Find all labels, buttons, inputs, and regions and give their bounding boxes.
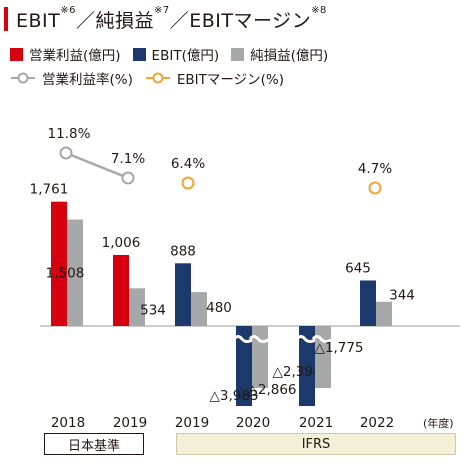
data-label: 1,761 bbox=[30, 182, 69, 198]
axis-break-mark bbox=[248, 335, 271, 343]
era-jgaap: 日本基準 bbox=[44, 433, 144, 455]
bar-純損益(億円) bbox=[191, 292, 207, 326]
title-main: EBIT bbox=[16, 9, 61, 32]
x-tick-label: 2018 bbox=[51, 415, 85, 431]
margin-line bbox=[65, 151, 129, 180]
legend-item-net-income: 純損益(億円) bbox=[231, 44, 328, 64]
chart-title: EBIT※6／純損益※7／EBITマージン※8 bbox=[4, 4, 327, 32]
bar-純損益(億円) bbox=[376, 301, 392, 326]
x-tick-label: 2022 bbox=[360, 415, 394, 431]
margin-point bbox=[121, 171, 135, 185]
data-label: △2,394 bbox=[272, 364, 321, 380]
title-note-1: ※6 bbox=[60, 4, 76, 16]
bar-純損益(億円) bbox=[129, 288, 145, 326]
x-tick-label: 2020 bbox=[236, 415, 270, 431]
x-axis-unit: (年度) bbox=[423, 416, 454, 430]
data-label: 344 bbox=[389, 288, 415, 304]
data-label: △1,775 bbox=[314, 340, 363, 356]
x-tick-label: 2019 bbox=[175, 415, 209, 431]
legend-label: 営業利益率(%) bbox=[42, 72, 133, 88]
data-label: △2,866 bbox=[247, 382, 296, 398]
bar-営業利益(億円) bbox=[113, 254, 129, 326]
legend-item-operating-margin: 営業利益率(%) bbox=[10, 68, 133, 88]
legend-item-ebit-margin: EBITマージン(%) bbox=[145, 68, 284, 88]
margin-point bbox=[59, 146, 73, 160]
x-tick-label: 2021 bbox=[299, 415, 333, 431]
legend-line-gray-icon bbox=[11, 72, 35, 84]
title-note-2: ※7 bbox=[154, 4, 170, 16]
data-label: 1,508 bbox=[46, 266, 85, 282]
legend-line-orange-icon bbox=[145, 72, 170, 84]
margin-label: 4.7% bbox=[358, 161, 392, 177]
legend-row-2: 営業利益率(%) EBITマージン(%) bbox=[10, 68, 296, 88]
era-label: IFRS bbox=[301, 436, 331, 452]
legend-label: EBITマージン(%) bbox=[176, 72, 284, 88]
data-label: △3,983 bbox=[209, 388, 258, 404]
title-note-3: ※8 bbox=[311, 4, 327, 16]
era-label: 日本基準 bbox=[67, 438, 120, 454]
legend-item-ebit: EBIT(億円) bbox=[132, 44, 220, 64]
data-label: 1,006 bbox=[102, 235, 141, 251]
margin-point bbox=[181, 176, 195, 190]
era-ifrs: IFRS bbox=[176, 433, 456, 455]
bar-EBIT(億円) bbox=[360, 280, 376, 326]
data-label: 888 bbox=[170, 243, 196, 259]
legend-label: 営業利益(億円) bbox=[29, 48, 121, 64]
legend-swatch-gray bbox=[231, 47, 245, 61]
axis-break-mark bbox=[232, 335, 255, 343]
legend-swatch-navy bbox=[132, 47, 146, 61]
legend-row-1: 営業利益(億円) EBIT(億円) 純損益(億円) bbox=[10, 44, 340, 64]
data-label: 645 bbox=[345, 260, 371, 276]
bar-EBIT(億円) bbox=[175, 263, 191, 326]
data-label: 534 bbox=[140, 302, 166, 318]
legend-item-operating-profit: 営業利益(億円) bbox=[10, 44, 121, 64]
title-sep-1: ／純損益 bbox=[76, 9, 155, 32]
legend-swatch-red bbox=[10, 47, 23, 61]
legend-label: EBIT(億円) bbox=[151, 48, 220, 64]
legend-label: 純損益(億円) bbox=[250, 48, 329, 64]
margin-label: 7.1% bbox=[111, 151, 145, 167]
x-tick-label: 2019 bbox=[113, 415, 147, 431]
axis-break-mark bbox=[311, 335, 334, 343]
bar-純損益(億円) bbox=[67, 219, 83, 326]
title-accent-bar bbox=[4, 7, 8, 31]
axis-break-mark bbox=[295, 335, 318, 343]
margin-point bbox=[368, 181, 382, 195]
title-sep-2: ／EBITマージン bbox=[169, 9, 312, 32]
margin-label: 11.8% bbox=[48, 126, 91, 142]
data-label: 480 bbox=[206, 300, 232, 316]
margin-label: 6.4% bbox=[171, 156, 205, 172]
bar-営業利益(億円) bbox=[51, 201, 67, 326]
bar-EBIT(億円) bbox=[236, 326, 252, 406]
bar-EBIT(億円) bbox=[299, 326, 315, 406]
